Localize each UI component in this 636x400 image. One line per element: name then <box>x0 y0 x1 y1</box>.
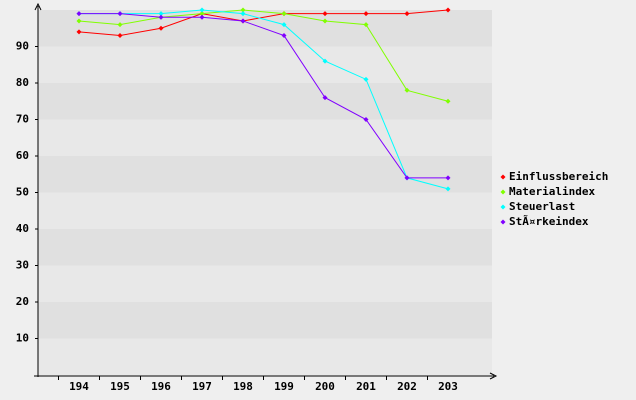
x-tick-label: 197 <box>192 380 212 393</box>
plot-band <box>38 265 492 302</box>
data-point <box>363 22 369 28</box>
y-tick-label: 20 <box>16 295 29 308</box>
data-point <box>76 29 82 35</box>
data-point <box>281 33 287 39</box>
legend-label: Einflussbereich <box>509 170 608 183</box>
legend-marker <box>500 174 506 180</box>
x-tick-label: 196 <box>151 380 171 393</box>
plot-band <box>38 338 492 375</box>
x-tick-label: 203 <box>438 380 458 393</box>
data-point <box>158 25 164 31</box>
data-point <box>76 18 82 24</box>
data-point <box>158 11 164 17</box>
data-point <box>404 175 410 181</box>
data-point <box>322 11 328 17</box>
plot-band <box>38 192 492 229</box>
x-tick-label: 194 <box>69 380 89 393</box>
data-point <box>322 58 328 64</box>
y-tick-label: 50 <box>16 186 29 199</box>
x-tick-label: 195 <box>110 380 130 393</box>
plot-bands <box>38 10 492 375</box>
data-point <box>445 7 451 13</box>
x-tick-label: 199 <box>274 380 294 393</box>
plot-band <box>38 229 492 266</box>
data-point <box>117 33 123 39</box>
y-tick-label: 80 <box>16 76 29 89</box>
plot-band <box>38 302 492 339</box>
data-point <box>199 7 205 13</box>
data-point <box>240 18 246 24</box>
series-line <box>78 9 449 102</box>
data-point <box>199 14 205 20</box>
x-axis-arrow <box>489 372 498 380</box>
data-point <box>445 98 451 104</box>
series-line <box>79 13 448 179</box>
data-point <box>76 11 82 17</box>
y-tick-label: 60 <box>16 149 29 162</box>
data-point <box>281 22 287 28</box>
legend-label: Materialindex <box>509 185 595 198</box>
y-axis-arrow <box>34 2 42 11</box>
plot-band <box>38 119 492 156</box>
data-point <box>445 175 451 181</box>
y-tick-label: 40 <box>16 222 29 235</box>
y-tick-label: 90 <box>16 40 29 53</box>
x-tick-label: 201 <box>356 380 376 393</box>
legend-label: Steuerlast <box>509 200 575 213</box>
data-point <box>404 11 410 17</box>
plot-band <box>38 46 492 83</box>
data-point <box>117 11 123 17</box>
x-tick-label: 198 <box>233 380 253 393</box>
data-point <box>240 11 246 17</box>
plot-band <box>38 156 492 193</box>
y-tick-label: 70 <box>16 113 29 126</box>
legend-marker <box>500 189 506 195</box>
data-point <box>117 22 123 28</box>
data-point <box>281 11 287 17</box>
data-point <box>158 14 164 20</box>
series-line <box>79 9 449 190</box>
plot-marks <box>76 7 451 192</box>
y-tick-label: 10 <box>16 332 29 345</box>
data-point <box>363 76 369 82</box>
data-point <box>363 11 369 17</box>
legend-label: StÃ¤rkeindex <box>509 215 589 228</box>
data-point <box>404 87 410 93</box>
data-point <box>322 18 328 24</box>
data-point <box>363 117 369 122</box>
data-point <box>240 7 246 13</box>
plot-band <box>38 83 492 120</box>
plot-band <box>38 10 492 47</box>
x-tick-label: 200 <box>315 380 335 393</box>
data-point <box>322 95 328 101</box>
x-tick-label: 202 <box>397 380 417 393</box>
data-point <box>199 11 205 17</box>
legend-marker <box>500 204 506 210</box>
series-line <box>78 9 449 37</box>
data-point <box>445 186 451 192</box>
legend-marker <box>500 219 506 225</box>
y-tick-label: 30 <box>16 259 29 272</box>
